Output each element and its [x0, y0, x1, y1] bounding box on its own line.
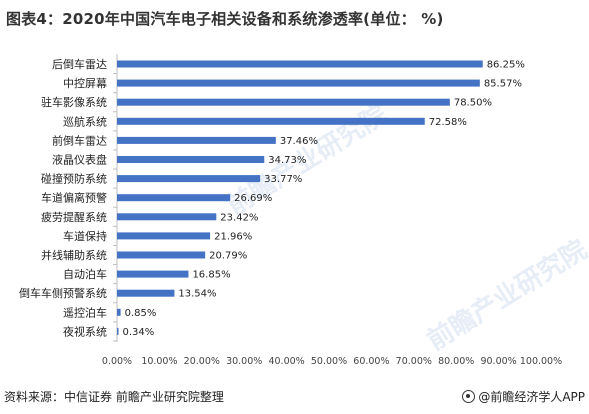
category-label: 液晶仪表盘	[52, 153, 107, 167]
category-label: 车道保持	[63, 229, 107, 243]
bar-value-label: 23.42%	[220, 212, 258, 223]
bar-value-label: 16.85%	[192, 270, 230, 281]
category-label: 并线辅助系统	[41, 248, 107, 262]
category-label: 车道偏离预警	[41, 191, 107, 205]
bar-value-label: 37.46%	[280, 136, 318, 147]
bar	[117, 175, 261, 183]
bar	[117, 213, 217, 221]
bar-value-label: 26.69%	[234, 193, 272, 204]
category-label: 前倒车雷达	[52, 133, 107, 147]
bar-value-label: 20.79%	[209, 251, 247, 262]
category-label: 倒车车侧预警系统	[19, 286, 107, 300]
category-label: 巡航系统	[63, 114, 107, 128]
x-tick-label: 0.00%	[102, 356, 132, 367]
x-tick-label: 60.00%	[353, 356, 389, 367]
category-label: 遥控泊车	[63, 305, 107, 319]
category-label: 中控屏幕	[63, 76, 107, 90]
bar	[117, 79, 480, 87]
bar-value-label: 0.85%	[125, 308, 157, 319]
x-tick-label: 40.00%	[268, 356, 304, 367]
bar-value-label: 34.73%	[268, 155, 306, 166]
x-tick-label: 10.00%	[141, 356, 177, 367]
bar-value-label: 85.57%	[484, 79, 522, 90]
bar	[117, 194, 231, 202]
bar-value-label: 33.77%	[264, 174, 302, 185]
bar	[117, 232, 211, 240]
bar	[117, 289, 175, 297]
bar	[117, 156, 265, 163]
x-tick-label: 30.00%	[226, 356, 262, 367]
x-tick-label: 20.00%	[184, 356, 220, 367]
category-label: 夜视系统	[63, 324, 107, 338]
bar	[117, 251, 206, 259]
brand-text: @前瞻经济学人APP	[478, 390, 585, 404]
x-tick-label: 100.00%	[520, 356, 562, 367]
category-label: 自动泊车	[63, 267, 107, 281]
bar-value-label: 13.54%	[178, 289, 216, 300]
category-label: 碰撞预防系统	[41, 172, 107, 186]
bar	[117, 270, 189, 278]
bar-value-label: 21.96%	[214, 231, 252, 242]
brand-credit: @前瞻经济学人APP	[462, 388, 585, 405]
category-label: 后倒车雷达	[52, 57, 107, 71]
bar	[117, 136, 276, 144]
bar-value-label: 0.34%	[123, 327, 155, 338]
category-label: 疲劳提醒系统	[41, 210, 107, 224]
brand-logo-icon	[462, 390, 476, 403]
x-tick-label: 90.00%	[480, 356, 516, 367]
category-label: 驻车影像系统	[41, 95, 107, 109]
bar-value-label: 78.50%	[454, 98, 492, 109]
bar	[117, 117, 425, 125]
bar	[117, 60, 483, 68]
bar	[117, 98, 450, 106]
x-tick-label: 80.00%	[438, 356, 474, 367]
x-tick-label: 70.00%	[396, 356, 432, 367]
bar	[117, 308, 121, 316]
source-note: 资料来源：中信证券 前瞻产业研究院整理	[4, 390, 224, 404]
bar-chart: 后倒车雷达 86.25% 中控屏幕 85.57% 驻车影像系统 78.50% 巡航系统 72.…	[19, 54, 562, 367]
bar	[117, 327, 119, 335]
x-tick-label: 50.00%	[311, 356, 347, 367]
bar-value-label: 72.58%	[429, 117, 467, 128]
bar-value-label: 86.25%	[487, 60, 525, 71]
chart-title: 图表4：2020年中国汽车电子相关设备和系统渗透率(单位： %)	[6, 10, 444, 28]
